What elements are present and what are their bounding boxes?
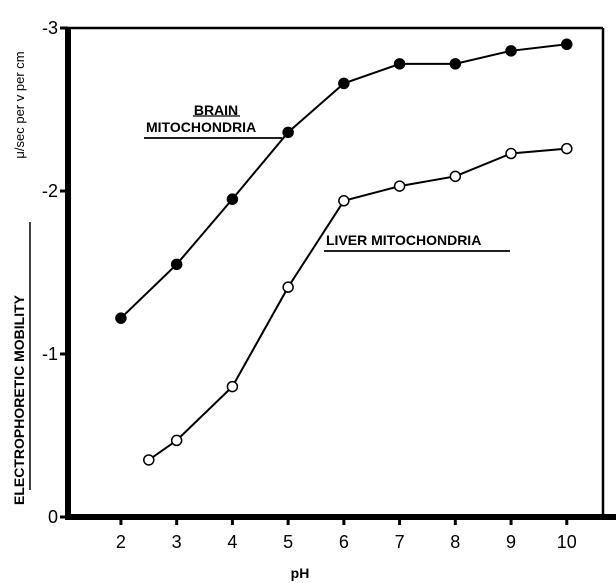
series-points (115, 38, 573, 466)
axes (65, 26, 616, 520)
x-axis-ticks: 2 3 4 5 6 7 8 9 10 (116, 517, 577, 552)
svg-text:LIVER MITOCHONDRIA: LIVER MITOCHONDRIA (326, 232, 481, 248)
y-axis-unit: μ/sec per v per cm (12, 51, 27, 158)
x-tick-label: 6 (339, 532, 349, 552)
y-tick-label: -1 (42, 344, 58, 364)
liver-data-point (143, 454, 155, 466)
series-line-liver (148, 147, 567, 461)
brain-data-point (226, 193, 239, 205)
y-tick-label: -3 (42, 18, 58, 38)
brain-data-point (282, 126, 294, 139)
brain-data-point (170, 258, 183, 271)
brain-series-label: BRAIN MITOCHONDRIA (144, 102, 282, 139)
x-axis-title: pH (291, 565, 310, 581)
y-tick-label: 0 (48, 507, 58, 527)
brain-data-point (115, 312, 127, 324)
brain-data-point (338, 77, 350, 90)
series-lines (120, 43, 567, 461)
svg-text:BRAIN: BRAIN (194, 102, 238, 118)
brain-data-point (449, 58, 462, 70)
liver-data-point (338, 195, 350, 207)
x-tick-label: 4 (227, 532, 237, 552)
liver-series-label: LIVER MITOCHONDRIA (324, 232, 510, 252)
brain-data-point (505, 45, 517, 57)
liver-data-point (449, 170, 462, 183)
x-tick-label: 3 (172, 532, 182, 552)
x-tick-label: 10 (557, 532, 577, 552)
x-tick-label: 5 (283, 532, 293, 552)
liver-data-point (282, 281, 294, 293)
brain-data-point (561, 38, 573, 51)
liver-data-point (226, 380, 239, 393)
y-tick-label: -2 (42, 181, 58, 201)
liver-data-point (505, 147, 517, 160)
y-unit-group: μ/sec per v per cm (12, 51, 27, 158)
x-tick-label: 9 (506, 532, 516, 552)
x-tick-label: 7 (395, 532, 405, 552)
y-axis-title: ELECTROPHORETIC MOBILITY (11, 294, 27, 505)
liver-data-point (170, 434, 183, 447)
x-tick-label: 2 (116, 532, 126, 552)
x-tick-label: 8 (450, 532, 460, 552)
y-axis-title-group: ELECTROPHORETIC MOBILITY (11, 294, 27, 505)
liver-data-point (561, 142, 573, 155)
y-axis-ticks: 0 -1 -2 -3 (42, 18, 68, 527)
brain-data-point (393, 58, 406, 70)
liver-data-point (393, 180, 406, 192)
svg-text:MITOCHONDRIA: MITOCHONDRIA (146, 119, 256, 135)
